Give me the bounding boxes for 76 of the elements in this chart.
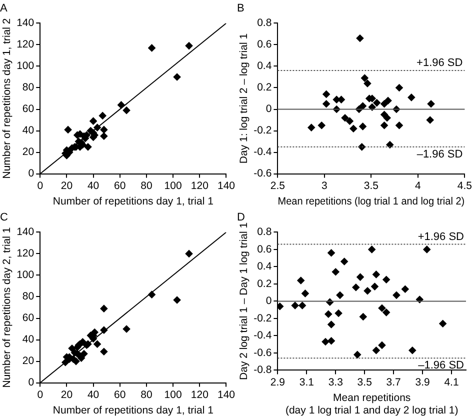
y-tick-label: 20 <box>22 355 34 368</box>
ref-line-label: –1.96 SD <box>418 360 464 372</box>
y-tick-label: 80 <box>22 290 34 303</box>
y-tick-label: 40 <box>22 334 34 346</box>
y-tick-label: -0.4 <box>254 330 272 342</box>
y-tick-label: 120 <box>16 38 34 51</box>
y-tick-label: 0.2 <box>257 82 272 94</box>
y-tick-label: 0.8 <box>257 17 272 30</box>
y-tick-label: 0 <box>28 168 34 180</box>
x-tick-label: 3.9 <box>415 376 430 388</box>
x-axis-title: Number of repetitions day 1, trial 1 <box>52 404 214 417</box>
x-tick-label: 100 <box>164 180 182 192</box>
x-tick-label: 20 <box>60 388 73 401</box>
x-axis-title: Mean repetitions (log trial 1 and log trial 2) <box>278 196 465 208</box>
y-tick-label: 20 <box>22 146 34 158</box>
y-tick-label: 40 <box>22 124 34 137</box>
y-tick-label: -0.4 <box>254 146 272 158</box>
chart-title: C <box>0 212 8 224</box>
chart-title: A <box>0 2 8 15</box>
x-tick-label: 80 <box>140 180 152 192</box>
x-tick-label: 60 <box>114 180 126 192</box>
y-axis-title: Day 2 log trial 1 – Day 1 log trial 1 <box>238 222 250 380</box>
y-tick-label: 0.6 <box>257 38 272 51</box>
x-tick-label: 140 <box>217 180 236 192</box>
x-tick-label: 0 <box>37 388 44 401</box>
x-tick-label: 100 <box>164 388 182 401</box>
x-axis-title: Mean repetitions (day 1 log trial 1 and day 2 log trial 1) <box>285 392 458 417</box>
x-tick-label: 3.5 <box>357 376 372 388</box>
x-tick-label: 80 <box>140 388 152 401</box>
y-tick-label: -0.6 <box>254 168 272 180</box>
x-tick-label: 20 <box>60 180 73 192</box>
ref-line-label: +1.96 SD <box>418 230 464 243</box>
x-tick-label: 120 <box>190 180 209 192</box>
x-tick-label: 40 <box>87 180 100 192</box>
x-tick-label: 3.1 <box>299 376 314 388</box>
ref-line-label: +1.96 SD <box>416 57 463 70</box>
y-tick-label: 0.4 <box>257 60 272 72</box>
y-tick-label: -0.2 <box>254 124 272 137</box>
x-tick-label: 4 <box>415 180 422 192</box>
y-tick-label: 0.8 <box>257 226 272 238</box>
y-tick-label: 0.2 <box>257 278 272 290</box>
y-tick-label: 60 <box>22 103 34 116</box>
x-tick-label: 3 <box>322 180 328 192</box>
x-tick-label: 0 <box>37 180 44 192</box>
y-axis-title: Number of repetitions day 2, trial 1 <box>1 227 14 388</box>
x-tick-label: 3.3 <box>328 376 344 388</box>
y-tick-label: 0.6 <box>257 243 272 256</box>
x-tick-label: 60 <box>114 388 126 401</box>
y-tick-label: 120 <box>16 248 34 260</box>
y-axis-title: Number of repetitions day 1, trial 2 <box>1 18 14 179</box>
chart-title: D <box>237 212 245 224</box>
y-tick-label: -0.2 <box>254 312 272 324</box>
y-tick-label: -0.6 <box>254 346 272 359</box>
x-tick-label: 2.9 <box>270 376 286 388</box>
x-tick-label: 40 <box>87 388 100 401</box>
ref-line-label: –1.96 SD <box>416 148 463 160</box>
y-tick-label: -0.8 <box>254 364 272 376</box>
x-tick-label: 3.5 <box>364 180 379 192</box>
x-tick-label: 4.5 <box>457 180 472 192</box>
y-tick-label: 60 <box>22 312 34 324</box>
x-tick-label: 4.1 <box>444 376 459 388</box>
y-tick-label: 80 <box>22 82 34 94</box>
x-tick-label: 3.7 <box>386 376 402 388</box>
y-axis-title: Day 1: log trial 2 – log trial 1 <box>238 33 250 164</box>
y-tick-label: 0.4 <box>257 260 272 273</box>
y-tick-label: 0 <box>266 295 272 308</box>
chart-title: B <box>237 2 244 15</box>
x-axis-title: Number of repetitions day 1, trial 1 <box>52 196 214 208</box>
y-tick-label: 0 <box>266 103 272 116</box>
y-tick-label: 140 <box>16 226 34 238</box>
y-tick-label: 140 <box>16 17 34 30</box>
x-tick-label: 2.5 <box>270 180 286 192</box>
y-tick-label: 100 <box>16 269 34 282</box>
x-tick-label: 140 <box>217 388 236 401</box>
x-tick-label: 120 <box>190 388 209 401</box>
y-tick-label: 100 <box>16 60 34 72</box>
